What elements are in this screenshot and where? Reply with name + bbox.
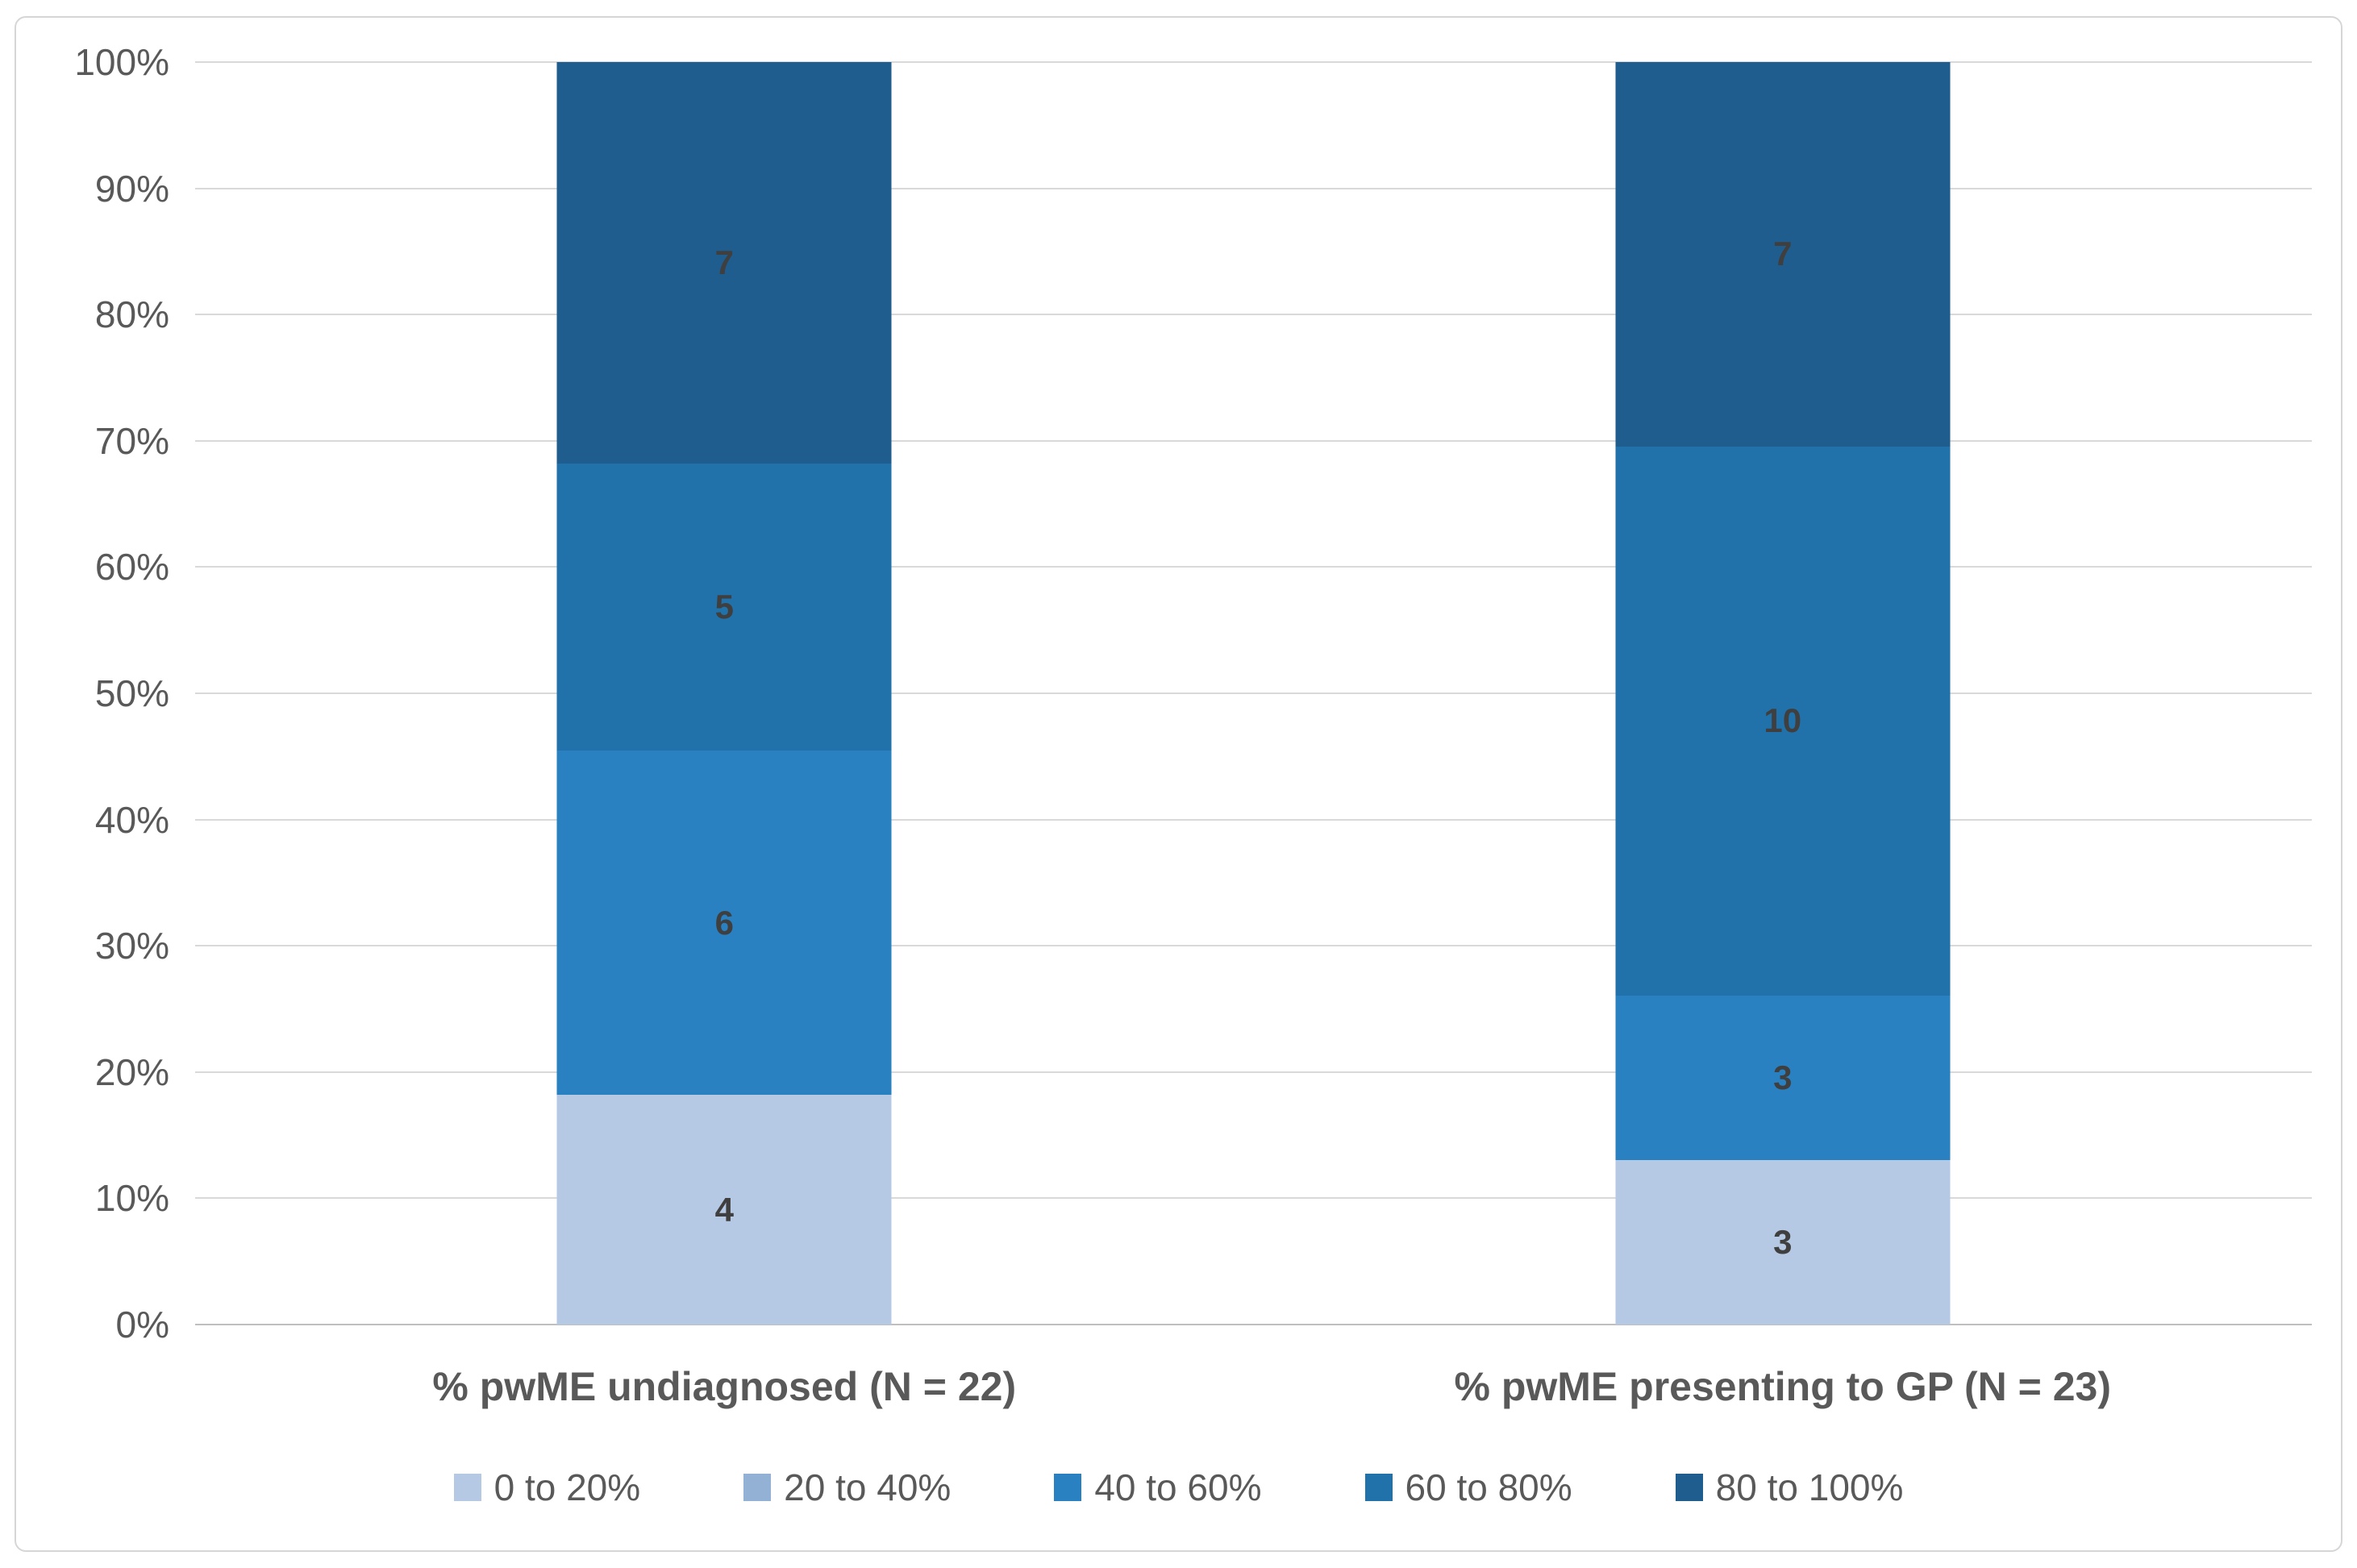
bar-segment: 10	[1615, 446, 1951, 996]
y-axis-tick-label: 10%	[94, 1177, 169, 1220]
bar-segment: 3	[1615, 1159, 1951, 1325]
gridline	[195, 61, 2312, 63]
y-axis-tick-label: 80%	[94, 293, 169, 336]
chart-frame: 0% 10% 20% 30% 40% 50% 60% 70% 80% 90% 100% 4 6 5 7 % p…	[15, 16, 2342, 1552]
legend-item: 0 to 20%	[453, 1466, 641, 1509]
bar-segment: 7	[556, 62, 892, 464]
x-axis-line	[195, 1324, 2312, 1325]
gridline	[195, 692, 2312, 694]
bar-segment: 5	[556, 464, 892, 751]
legend-label: 40 to 60%	[1094, 1466, 1262, 1508]
category-axis-label: % pwME presenting to GP (N = 23)	[1454, 1364, 2111, 1409]
legend-label: 80 to 100%	[1715, 1466, 1904, 1508]
y-axis-tick-label: 30%	[94, 925, 169, 967]
legend-swatch-icon	[1675, 1474, 1703, 1501]
legend: 0 to 20% 20 to 40% 40 to 60% 60 to 80% 80 to…	[16, 1466, 2341, 1509]
y-axis-tick-label: 60%	[94, 546, 169, 589]
data-label: 10	[1764, 701, 1802, 740]
legend-item: 40 to 60%	[1054, 1466, 1262, 1509]
legend-label: 60 to 80%	[1405, 1466, 1572, 1508]
y-axis-tick-label: 90%	[94, 167, 169, 210]
legend-swatch-icon	[453, 1474, 481, 1501]
stacked-bar: 4 6 5 7	[556, 62, 892, 1325]
plot-area: 0% 10% 20% 30% 40% 50% 60% 70% 80% 90% 100% 4 6 5 7 % p…	[74, 41, 2312, 1409]
bar-segment: 7	[1615, 62, 1951, 447]
data-label: 7	[1773, 235, 1793, 273]
y-axis-tick-label: 0%	[115, 1304, 169, 1345]
bar-segment: 3	[1615, 995, 1951, 1160]
gridline	[195, 566, 2312, 568]
y-axis-tick-label: 70%	[94, 419, 169, 462]
bar-segment: 4	[556, 1095, 892, 1325]
bar-segment: 6	[556, 751, 892, 1096]
category-axis-label: % pwME undiagnosed (N = 22)	[432, 1364, 1017, 1409]
gridline	[195, 945, 2312, 947]
data-label: 3	[1773, 1222, 1793, 1261]
legend-swatch-icon	[1364, 1474, 1393, 1501]
stacked-bar: 3 3 10 7	[1615, 62, 1951, 1325]
gridline	[195, 187, 2312, 189]
gridline	[195, 439, 2312, 442]
legend-item: 20 to 40%	[743, 1466, 951, 1509]
gridline	[195, 314, 2312, 316]
data-label: 4	[714, 1190, 734, 1229]
gridline	[195, 818, 2312, 821]
legend-item: 60 to 80%	[1364, 1466, 1572, 1509]
legend-label: 0 to 20%	[493, 1466, 641, 1508]
legend-label: 20 to 40%	[784, 1466, 952, 1508]
y-axis-tick-label: 40%	[94, 798, 169, 841]
data-label: 7	[714, 243, 734, 282]
data-label: 3	[1773, 1058, 1793, 1096]
legend-item: 80 to 100%	[1675, 1466, 1904, 1509]
data-label: 5	[714, 588, 734, 626]
gridline	[195, 1071, 2312, 1073]
y-axis-tick-label: 50%	[94, 672, 169, 714]
legend-swatch-icon	[1054, 1474, 1082, 1501]
data-label: 6	[714, 903, 734, 942]
y-axis-tick-label: 20%	[94, 1050, 169, 1093]
gridline	[195, 1197, 2312, 1200]
legend-swatch-icon	[743, 1474, 772, 1501]
y-axis-tick-label: 100%	[74, 41, 169, 83]
